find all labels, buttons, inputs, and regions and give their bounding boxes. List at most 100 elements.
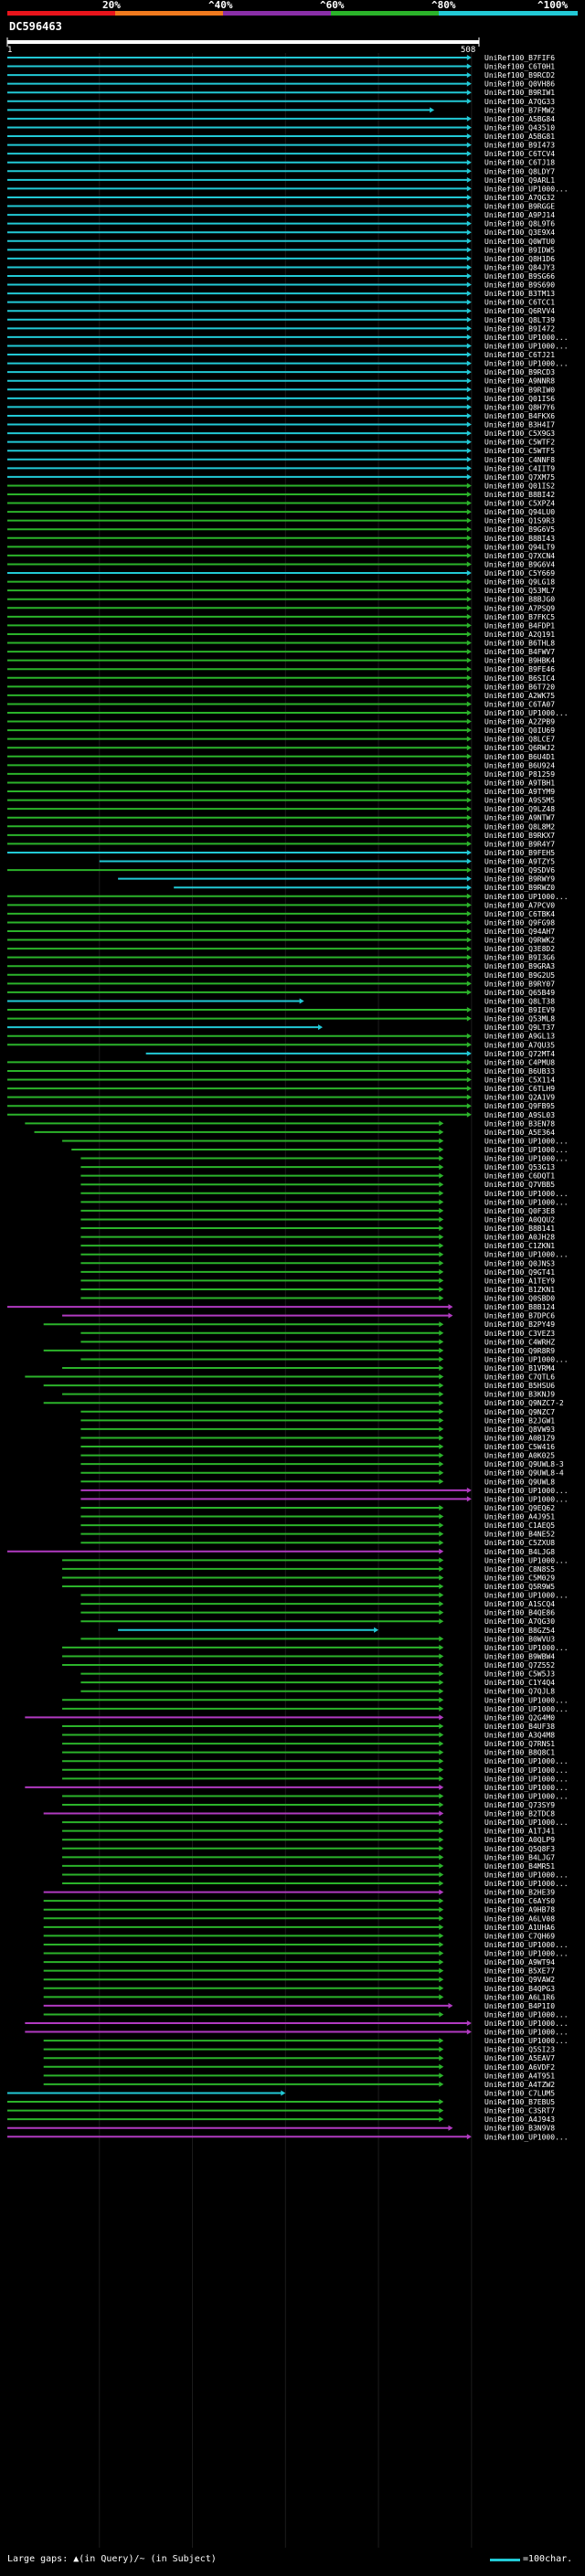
hit-label[interactable]: UniRef100_A9HB78: [484, 1906, 555, 1914]
hit-label[interactable]: UniRef100_C3VEZ3: [484, 1330, 555, 1338]
hit-label[interactable]: UniRef100_Q8L9T6: [484, 220, 555, 228]
hit-label[interactable]: UniRef100_Q9ARL1: [484, 176, 555, 185]
hit-label[interactable]: UniRef100_Q0WTU0: [484, 238, 555, 246]
hit-label[interactable]: UniRef100_UP1000...: [484, 1251, 569, 1259]
hit-label[interactable]: UniRef100_C7LUM5: [484, 2089, 555, 2097]
hit-label[interactable]: UniRef100_UP1000...: [484, 1941, 569, 1949]
hit-label[interactable]: UniRef100_Q53ML8: [484, 1015, 555, 1023]
hit-label[interactable]: UniRef100_A9WT94: [484, 1958, 555, 1966]
hit-label[interactable]: UniRef100_Q5R9W5: [484, 1583, 555, 1591]
hit-label[interactable]: UniRef100_UP1000...: [484, 709, 569, 717]
hit-label[interactable]: UniRef100_B5HSU6: [484, 1382, 555, 1390]
hit-label[interactable]: UniRef100_B9IDW5: [484, 246, 555, 254]
hit-label[interactable]: UniRef100_Q8H1D6: [484, 255, 555, 263]
hit-label[interactable]: UniRef100_Q73SY9: [484, 1801, 555, 1809]
hit-label[interactable]: UniRef100_A7QU35: [484, 1041, 555, 1049]
hit-label[interactable]: UniRef100_B7FIF6: [484, 54, 555, 62]
hit-label[interactable]: UniRef100_UP1000...: [484, 2133, 569, 2141]
hit-label[interactable]: UniRef100_A7PCV0: [484, 901, 555, 909]
hit-label[interactable]: UniRef100_A6L1R6: [484, 1993, 555, 2001]
hit-label[interactable]: UniRef100_Q8LDY7: [484, 167, 555, 175]
hit-label[interactable]: UniRef100_C6TA07: [484, 700, 555, 708]
hit-label[interactable]: UniRef100_B9RWY9: [484, 875, 555, 884]
hit-label[interactable]: UniRef100_B3TM13: [484, 290, 555, 298]
hit-label[interactable]: UniRef100_B2PY49: [484, 1320, 555, 1329]
hit-label[interactable]: UniRef100_Q9RWK2: [484, 937, 555, 945]
hit-label[interactable]: UniRef100_Q2A1V9: [484, 1094, 555, 1102]
hit-label[interactable]: UniRef100_B4MR51: [484, 1862, 555, 1871]
hit-label[interactable]: UniRef100_C1AEQ5: [484, 1521, 555, 1530]
hit-label[interactable]: UniRef100_C5WTF5: [484, 447, 555, 455]
hit-label[interactable]: UniRef100_B9IEV9: [484, 1006, 555, 1014]
hit-label[interactable]: UniRef100_C4WRHZ: [484, 1338, 555, 1346]
hit-label[interactable]: UniRef100_B9FE46: [484, 665, 555, 673]
hit-label[interactable]: UniRef100_UP1000...: [484, 1198, 569, 1206]
hit-label[interactable]: UniRef100_B0WVU3: [484, 1635, 555, 1643]
hit-label[interactable]: UniRef100_B9RKX7: [484, 832, 555, 840]
hit-label[interactable]: UniRef100_Q65B49: [484, 989, 555, 997]
hit-label[interactable]: UniRef100_A1TJ41: [484, 1828, 555, 1836]
hit-label[interactable]: UniRef100_UP1000...: [484, 1818, 569, 1827]
hit-label[interactable]: UniRef100_Q01IS6: [484, 395, 555, 403]
hit-label[interactable]: UniRef100_B2JGW1: [484, 1416, 555, 1425]
hit-label[interactable]: UniRef100_UP1000...: [484, 1592, 569, 1600]
hit-label[interactable]: UniRef100_A4J951: [484, 1513, 555, 1521]
hit-label[interactable]: UniRef100_B8B124: [484, 1303, 555, 1311]
hit-label[interactable]: UniRef100_Q9FB95: [484, 1102, 555, 1110]
hit-label[interactable]: UniRef100_B2TDC8: [484, 1810, 555, 1818]
hit-label[interactable]: UniRef100_A9SL03: [484, 1111, 555, 1119]
hit-label[interactable]: UniRef100_B9R4Y7: [484, 840, 555, 848]
hit-label[interactable]: UniRef100_UP1000...: [484, 1784, 569, 1792]
hit-label[interactable]: UniRef100_B4QE86: [484, 1609, 555, 1617]
hit-label[interactable]: UniRef100_UP1000...: [484, 342, 569, 350]
hit-label[interactable]: UniRef100_B9RIW1: [484, 89, 555, 97]
hit-label[interactable]: UniRef100_C5ZXU8: [484, 1539, 555, 1547]
hit-label[interactable]: UniRef100_Q6RVV4: [484, 307, 555, 315]
hit-label[interactable]: UniRef100_B9SG66: [484, 272, 555, 281]
hit-label[interactable]: UniRef100_B4NE52: [484, 1531, 555, 1539]
hit-label[interactable]: UniRef100_A2Q191: [484, 631, 555, 639]
hit-label[interactable]: UniRef100_C6T0H1: [484, 63, 555, 71]
hit-label[interactable]: UniRef100_UP1000...: [484, 1766, 569, 1775]
hit-label[interactable]: UniRef100_Q5Q8F3: [484, 1845, 555, 1853]
hit-label[interactable]: UniRef100_Q9UWL8-4: [484, 1469, 564, 1478]
hit-label[interactable]: UniRef100_Q7Z552: [484, 1661, 555, 1670]
hit-label[interactable]: UniRef100_Q72MT4: [484, 1050, 555, 1058]
hit-label[interactable]: UniRef100_B6U924: [484, 761, 555, 769]
hit-label[interactable]: UniRef100_A5E364: [484, 1129, 555, 1137]
hit-label[interactable]: UniRef100_Q9NZC7-2: [484, 1399, 564, 1407]
hit-label[interactable]: UniRef100_A0K025: [484, 1452, 555, 1460]
hit-label[interactable]: UniRef100_Q3E8D2: [484, 945, 555, 953]
hit-label[interactable]: UniRef100_C8N8S5: [484, 1565, 555, 1574]
hit-label[interactable]: UniRef100_B4FKX6: [484, 412, 555, 420]
hit-label[interactable]: UniRef100_C1ZKN1: [484, 1242, 555, 1250]
hit-label[interactable]: UniRef100_A0QQU2: [484, 1215, 555, 1224]
hit-label[interactable]: UniRef100_B9I3G6: [484, 954, 555, 962]
hit-label[interactable]: UniRef100_B3N9V8: [484, 2125, 555, 2133]
hit-label[interactable]: UniRef100_Q9LZ48: [484, 805, 555, 813]
hit-label[interactable]: UniRef100_UP1000...: [484, 185, 569, 193]
hit-label[interactable]: UniRef100_C6TCV4: [484, 150, 555, 158]
hit-label[interactable]: UniRef100_C5WTF2: [484, 439, 555, 447]
hit-label[interactable]: UniRef100_A1SCQ4: [484, 1600, 555, 1608]
hit-label[interactable]: UniRef100_B1VRM4: [484, 1364, 555, 1373]
hit-label[interactable]: UniRef100_B8B141: [484, 1224, 555, 1233]
hit-label[interactable]: UniRef100_A4TZW2: [484, 2081, 555, 2089]
hit-label[interactable]: UniRef100_A9TZY5: [484, 858, 555, 866]
hit-label[interactable]: UniRef100_UP1000...: [484, 1775, 569, 1783]
hit-label[interactable]: UniRef100_A9TYM9: [484, 788, 555, 796]
hit-label[interactable]: UniRef100_A9NNR8: [484, 377, 555, 386]
hit-label[interactable]: UniRef100_B4UF38: [484, 1723, 555, 1731]
hit-label[interactable]: UniRef100_Q84JY3: [484, 263, 555, 271]
hit-label[interactable]: UniRef100_UP1000...: [484, 893, 569, 901]
hit-label[interactable]: UniRef100_B9GRA3: [484, 962, 555, 970]
hit-label[interactable]: UniRef100_A0B1Z9: [484, 1434, 555, 1442]
hit-label[interactable]: UniRef100_Q7RNS1: [484, 1740, 555, 1748]
hit-label[interactable]: UniRef100_Q0VH86: [484, 80, 555, 89]
hit-label[interactable]: UniRef100_Q2G4M0: [484, 1713, 555, 1722]
hit-label[interactable]: UniRef100_A4T951: [484, 2072, 555, 2080]
hit-label[interactable]: UniRef100_UP1000...: [484, 1355, 569, 1363]
hit-label[interactable]: UniRef100_B5XE77: [484, 1967, 555, 1976]
hit-label[interactable]: UniRef100_B9RCD2: [484, 71, 555, 80]
hit-label[interactable]: UniRef100_B8Q8C1: [484, 1749, 555, 1757]
